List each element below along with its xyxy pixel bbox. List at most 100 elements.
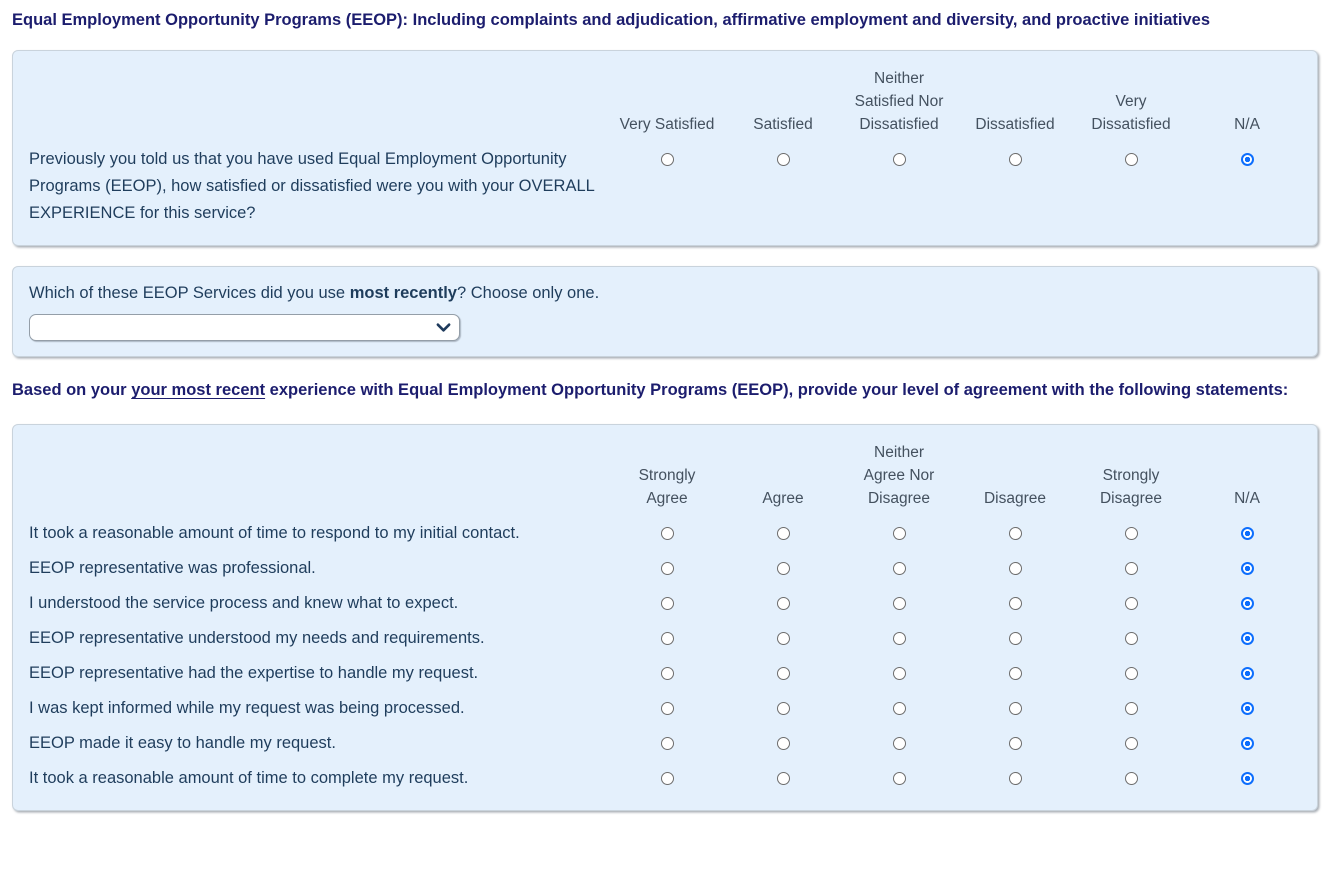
radio-cell-strongly-disagree[interactable] — [1073, 660, 1189, 680]
radio-cell-dissatisfied[interactable] — [957, 146, 1073, 166]
radio-strongly-agree[interactable] — [660, 527, 674, 540]
radio-disagree[interactable] — [1008, 632, 1022, 645]
radio-agree[interactable] — [776, 737, 790, 750]
radio-neither-satisfied-nor-dissatisfied[interactable] — [892, 153, 906, 166]
radio-disagree[interactable] — [1008, 562, 1022, 575]
radio-cell-very-dissatisfied[interactable] — [1073, 146, 1189, 166]
radio-neither-agree-nor-disagree[interactable] — [892, 772, 906, 785]
radio-cell-strongly-agree[interactable] — [609, 765, 725, 785]
radio-cell-neither-agree-nor-disagree[interactable] — [841, 695, 957, 715]
radio-cell-agree[interactable] — [725, 590, 841, 610]
radio-cell-na[interactable] — [1189, 625, 1305, 645]
radio-agree[interactable] — [776, 702, 790, 715]
radio-neither-agree-nor-disagree[interactable] — [892, 632, 906, 645]
radio-na[interactable] — [1240, 632, 1254, 645]
radio-neither-agree-nor-disagree[interactable] — [892, 527, 906, 540]
radio-cell-satisfied[interactable] — [725, 146, 841, 166]
radio-satisfied[interactable] — [776, 153, 790, 166]
radio-strongly-agree[interactable] — [660, 562, 674, 575]
radio-cell-agree[interactable] — [725, 695, 841, 715]
radio-cell-na[interactable] — [1189, 520, 1305, 540]
radio-neither-agree-nor-disagree[interactable] — [892, 562, 906, 575]
radio-cell-agree[interactable] — [725, 765, 841, 785]
radio-strongly-disagree[interactable] — [1124, 562, 1138, 575]
radio-agree[interactable] — [776, 597, 790, 610]
radio-strongly-disagree[interactable] — [1124, 632, 1138, 645]
radio-cell-agree[interactable] — [725, 730, 841, 750]
radio-cell-na[interactable] — [1189, 146, 1305, 166]
radio-cell-strongly-agree[interactable] — [609, 590, 725, 610]
radio-strongly-agree[interactable] — [660, 667, 674, 680]
radio-cell-na[interactable] — [1189, 555, 1305, 575]
radio-cell-strongly-disagree[interactable] — [1073, 625, 1189, 645]
radio-cell-agree[interactable] — [725, 520, 841, 540]
radio-cell-disagree[interactable] — [957, 555, 1073, 575]
radio-strongly-agree[interactable] — [660, 772, 674, 785]
radio-dissatisfied[interactable] — [1008, 153, 1022, 166]
radio-strongly-disagree[interactable] — [1124, 702, 1138, 715]
radio-agree[interactable] — [776, 527, 790, 540]
radio-na[interactable] — [1240, 702, 1254, 715]
radio-strongly-disagree[interactable] — [1124, 667, 1138, 680]
radio-cell-strongly-disagree[interactable] — [1073, 765, 1189, 785]
radio-cell-strongly-agree[interactable] — [609, 625, 725, 645]
radio-cell-na[interactable] — [1189, 730, 1305, 750]
radio-cell-na[interactable] — [1189, 765, 1305, 785]
radio-agree[interactable] — [776, 667, 790, 680]
radio-cell-strongly-disagree[interactable] — [1073, 555, 1189, 575]
radio-cell-neither-agree-nor-disagree[interactable] — [841, 555, 957, 575]
radio-cell-neither-satisfied-nor-dissatisfied[interactable] — [841, 146, 957, 166]
radio-disagree[interactable] — [1008, 772, 1022, 785]
radio-cell-na[interactable] — [1189, 590, 1305, 610]
radio-agree[interactable] — [776, 632, 790, 645]
radio-cell-disagree[interactable] — [957, 730, 1073, 750]
radio-neither-agree-nor-disagree[interactable] — [892, 737, 906, 750]
radio-cell-neither-agree-nor-disagree[interactable] — [841, 765, 957, 785]
radio-agree[interactable] — [776, 562, 790, 575]
radio-strongly-disagree[interactable] — [1124, 737, 1138, 750]
radio-cell-strongly-disagree[interactable] — [1073, 695, 1189, 715]
radio-cell-disagree[interactable] — [957, 520, 1073, 540]
radio-agree[interactable] — [776, 772, 790, 785]
radio-cell-strongly-agree[interactable] — [609, 555, 725, 575]
radio-cell-neither-agree-nor-disagree[interactable] — [841, 590, 957, 610]
radio-cell-strongly-agree[interactable] — [609, 730, 725, 750]
radio-cell-disagree[interactable] — [957, 590, 1073, 610]
radio-cell-neither-agree-nor-disagree[interactable] — [841, 520, 957, 540]
radio-disagree[interactable] — [1008, 702, 1022, 715]
radio-cell-strongly-agree[interactable] — [609, 520, 725, 540]
radio-very-dissatisfied[interactable] — [1124, 153, 1138, 166]
radio-cell-na[interactable] — [1189, 660, 1305, 680]
radio-cell-strongly-disagree[interactable] — [1073, 520, 1189, 540]
radio-cell-disagree[interactable] — [957, 660, 1073, 680]
radio-na[interactable] — [1240, 772, 1254, 785]
radio-na[interactable] — [1240, 153, 1254, 166]
radio-cell-strongly-disagree[interactable] — [1073, 590, 1189, 610]
radio-neither-agree-nor-disagree[interactable] — [892, 702, 906, 715]
radio-na[interactable] — [1240, 667, 1254, 680]
radio-strongly-agree[interactable] — [660, 702, 674, 715]
radio-strongly-disagree[interactable] — [1124, 527, 1138, 540]
radio-cell-agree[interactable] — [725, 660, 841, 680]
radio-disagree[interactable] — [1008, 737, 1022, 750]
radio-neither-agree-nor-disagree[interactable] — [892, 597, 906, 610]
radio-very-satisfied[interactable] — [660, 153, 674, 166]
radio-na[interactable] — [1240, 737, 1254, 750]
radio-cell-strongly-agree[interactable] — [609, 660, 725, 680]
radio-cell-agree[interactable] — [725, 555, 841, 575]
radio-na[interactable] — [1240, 527, 1254, 540]
radio-na[interactable] — [1240, 597, 1254, 610]
radio-strongly-agree[interactable] — [660, 597, 674, 610]
radio-cell-neither-agree-nor-disagree[interactable] — [841, 660, 957, 680]
radio-cell-disagree[interactable] — [957, 695, 1073, 715]
radio-strongly-agree[interactable] — [660, 632, 674, 645]
radio-cell-agree[interactable] — [725, 625, 841, 645]
radio-strongly-disagree[interactable] — [1124, 772, 1138, 785]
radio-cell-disagree[interactable] — [957, 765, 1073, 785]
radio-strongly-agree[interactable] — [660, 737, 674, 750]
radio-disagree[interactable] — [1008, 527, 1022, 540]
radio-disagree[interactable] — [1008, 667, 1022, 680]
radio-cell-neither-agree-nor-disagree[interactable] — [841, 625, 957, 645]
radio-cell-disagree[interactable] — [957, 625, 1073, 645]
service-select[interactable] — [29, 314, 460, 341]
